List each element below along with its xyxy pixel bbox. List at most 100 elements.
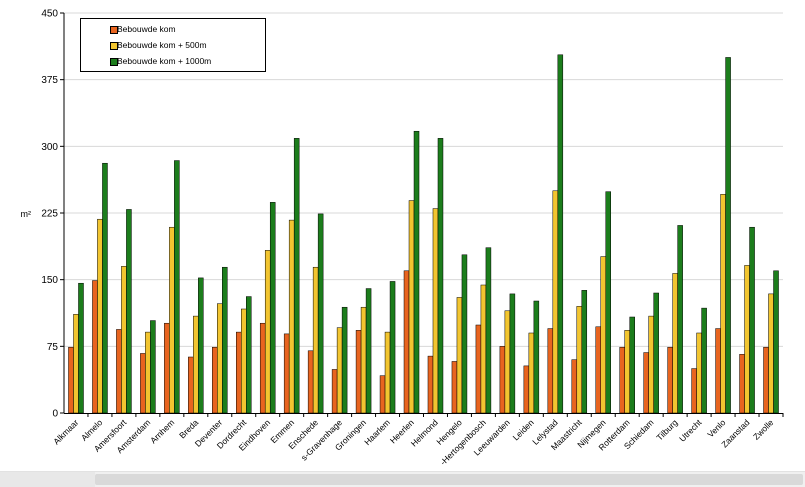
bar-1-eindhoven xyxy=(259,322,266,414)
bar-3-maastricht xyxy=(581,290,588,414)
bar-3-hengelo xyxy=(461,254,468,414)
y-axis-label: m² xyxy=(21,209,32,219)
y-tick-label: 375 xyxy=(41,75,58,86)
legend-entry-2: Bebouwde kom + 500m xyxy=(110,38,207,52)
bar-1-zaanstad xyxy=(739,354,745,414)
bar-1-heerlen xyxy=(403,270,410,414)
bar-3-enschede xyxy=(317,213,324,414)
bar-3-tilburg xyxy=(677,225,683,414)
bar-3-venlo xyxy=(725,57,731,414)
bar-1-emmen xyxy=(283,333,290,414)
bar-3-amersfoort xyxy=(126,209,132,414)
bar-3-schiedam xyxy=(653,292,659,414)
bar-2-breda xyxy=(193,315,199,414)
scrollbar-track-left[interactable] xyxy=(0,472,95,487)
bar-1-dordrecht xyxy=(236,331,242,414)
bar-chart: 075150225300375450AlkmaarAlmeloAmersfoor… xyxy=(21,9,784,467)
bar-2-schiedam xyxy=(648,315,654,414)
bar-3-groningen xyxy=(365,288,372,414)
horizontal-scrollbar[interactable] xyxy=(0,471,805,487)
bar-2-nijmegen xyxy=(600,256,606,414)
y-tick-label: 0 xyxy=(52,409,58,420)
bar-2-amersfoort xyxy=(121,266,127,414)
bar-2-groningen xyxy=(360,306,367,414)
bar-1-nijmegen xyxy=(595,326,601,414)
bar-3-deventer xyxy=(222,266,228,414)
bar-2-haarlem xyxy=(384,331,391,414)
bar-1-hengelo xyxy=(451,361,458,414)
bar-2-hengelo xyxy=(456,297,463,414)
bar-3-heerlen xyxy=(413,130,420,414)
bar-1-amsterdam xyxy=(140,353,146,414)
bar-3-breda xyxy=(198,277,204,414)
bar-2-enschede xyxy=(312,266,319,414)
scrollbar-thumb[interactable] xyxy=(95,474,803,485)
legend-swatch-2 xyxy=(110,42,118,50)
bar-1-leeuwarden xyxy=(499,346,506,414)
bar-1-alkmaar xyxy=(68,346,74,414)
legend-entry-1: Bebouwde kom xyxy=(110,22,176,36)
bar-1--hertogenbosch xyxy=(475,324,482,414)
y-tick-label: 225 xyxy=(41,209,58,220)
bar-2-arnhem xyxy=(169,226,175,414)
bar-1-utrecht xyxy=(691,368,697,414)
bar-2-zwolle xyxy=(768,293,774,414)
y-tick-label: 75 xyxy=(47,342,59,353)
bar-2-s-gravenhage xyxy=(336,327,343,414)
bar-2-deventer xyxy=(217,303,223,414)
bar-3-leiden xyxy=(533,300,540,414)
y-tick-label: 150 xyxy=(41,275,58,286)
y-tick-label: 450 xyxy=(41,9,58,20)
bar-1-haarlem xyxy=(379,375,386,414)
legend-label-3: Bebouwde kom + 1000m xyxy=(117,56,212,66)
legend-swatch-1 xyxy=(110,26,118,34)
bar-3-helmond xyxy=(437,138,444,414)
bar-2-maastricht xyxy=(576,306,583,414)
bar-1-rotterdam xyxy=(619,346,625,414)
bar-1-schiedam xyxy=(643,352,649,414)
bar-1-venlo xyxy=(715,328,721,414)
bar-3-nijmegen xyxy=(605,191,611,414)
bar-2-alkmaar xyxy=(73,314,79,414)
bar-2-zaanstad xyxy=(744,265,750,414)
bar-2-rotterdam xyxy=(624,330,630,414)
bar-2-leeuwarden xyxy=(504,310,511,414)
bar-1-deventer xyxy=(212,346,218,414)
x-tick-label: Tilburg xyxy=(654,417,679,442)
legend-swatch-3 xyxy=(110,58,118,66)
bar-3-utrecht xyxy=(701,307,707,414)
bar-1-leiden xyxy=(523,365,530,414)
bar-2-heerlen xyxy=(408,200,415,414)
bar-3-zaanstad xyxy=(749,226,755,414)
x-tick-label: Zwolle xyxy=(751,417,776,442)
bar-2-venlo xyxy=(720,194,726,414)
bar-3-rotterdam xyxy=(629,316,635,414)
bar-3-zwolle xyxy=(773,270,779,414)
x-tick-label: Arnhem xyxy=(148,417,176,445)
bar-3-s-gravenhage xyxy=(341,306,348,414)
bar-1-helmond xyxy=(427,355,434,414)
bar-3-eindhoven xyxy=(269,202,276,414)
x-tick-label: Utrecht xyxy=(677,417,704,444)
legend-label-2: Bebouwde kom + 500m xyxy=(117,40,207,50)
x-tick-label: Haarlem xyxy=(362,417,392,447)
bar-1-arnhem xyxy=(164,322,170,414)
legend-label-1: Bebouwde kom xyxy=(117,24,176,34)
bar-2-helmond xyxy=(432,208,439,414)
y-tick-label: 300 xyxy=(41,142,58,153)
bar-1-s-gravenhage xyxy=(331,369,338,414)
gridlines xyxy=(64,12,783,347)
bar-2-emmen xyxy=(288,219,295,414)
bar-2-amsterdam xyxy=(145,331,151,414)
bar-2-tilburg xyxy=(672,273,678,414)
bar-2-utrecht xyxy=(696,332,702,414)
bar-3-almelo xyxy=(102,162,108,414)
bar-1-breda xyxy=(188,356,194,414)
bar-1-zwolle xyxy=(763,346,769,414)
bar-3-haarlem xyxy=(389,281,396,414)
bar-3-lelystad xyxy=(557,54,564,414)
bars xyxy=(68,54,779,414)
x-tick-label: Helmond xyxy=(409,417,440,448)
legend-entry-3: Bebouwde kom + 1000m xyxy=(110,54,212,68)
bar-3-arnhem xyxy=(174,160,180,414)
